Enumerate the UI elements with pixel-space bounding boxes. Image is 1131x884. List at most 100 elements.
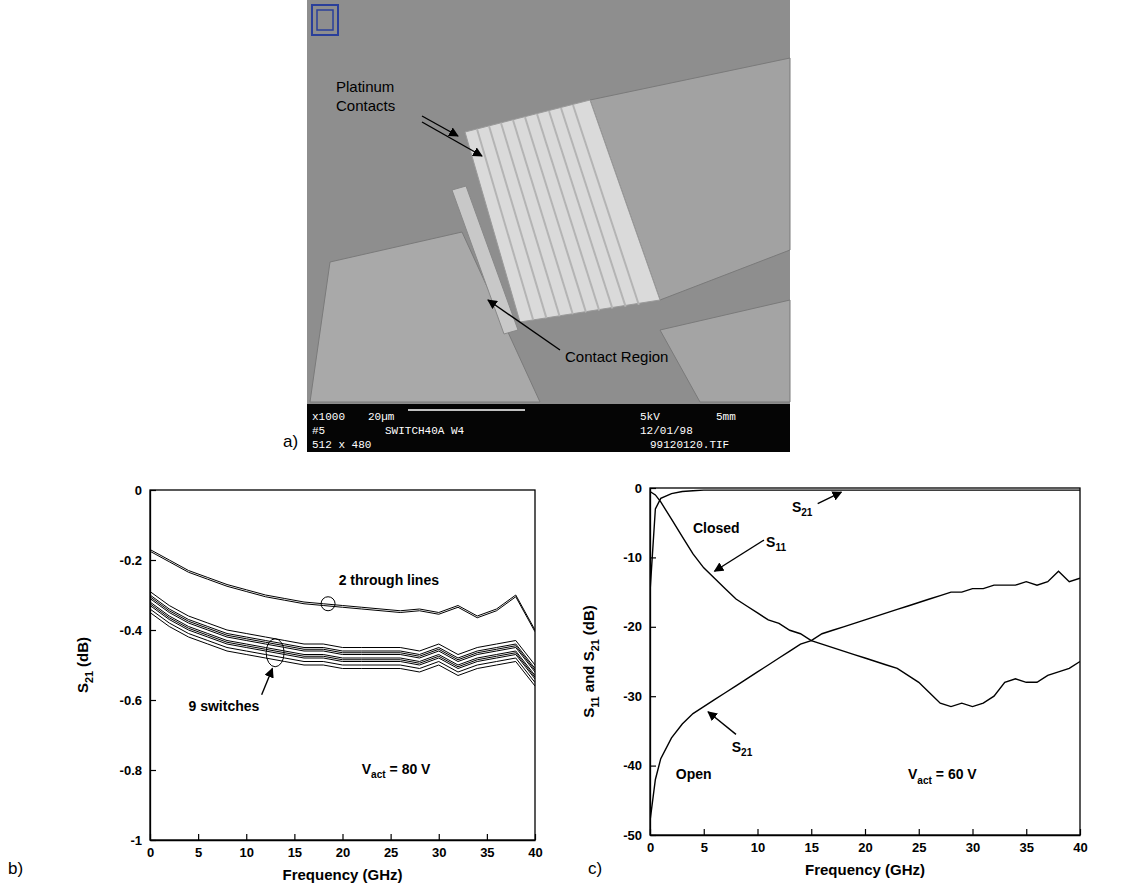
x-axis: 0510152025303540 <box>147 834 543 860</box>
x-tick-label: 35 <box>1020 840 1034 855</box>
annotation: Open <box>676 766 712 782</box>
x-axis-line <box>651 835 1081 836</box>
logo <box>312 5 338 35</box>
x-tick-label: 0 <box>147 845 154 860</box>
beam-ridge <box>513 120 573 314</box>
label-line: Platinum <box>336 78 394 95</box>
x-tick-mark <box>757 829 758 835</box>
y-tick-mark <box>650 835 656 836</box>
arrow <box>715 540 764 571</box>
plot-area <box>150 550 535 687</box>
x-tick-mark <box>704 829 705 835</box>
x-tick-mark <box>342 834 343 840</box>
footer-bar <box>307 404 790 452</box>
y-tick: -1 <box>130 833 156 848</box>
y-axis-title: S11 and S21 (dB) <box>580 605 601 718</box>
y-tick-mark <box>150 490 156 491</box>
arrow <box>488 300 560 350</box>
y-tick-label: -0.4 <box>120 623 143 638</box>
y-tick-mark <box>150 840 156 841</box>
y-tick: -0.4 <box>120 623 156 638</box>
x-tick: 20 <box>858 829 872 855</box>
y-tick-label: -0.2 <box>120 553 142 568</box>
x-tick-label: 25 <box>912 840 926 855</box>
subscript: 21 <box>801 507 813 518</box>
series-line <box>150 613 535 687</box>
x-tick-mark <box>246 834 247 840</box>
footer-text: 12/01/98 <box>640 425 693 437</box>
subscript: act <box>917 775 932 786</box>
x-tick-label: 5 <box>701 840 708 855</box>
series-line <box>150 606 535 680</box>
annotation: 2 through lines <box>339 572 440 588</box>
annotation: S21 <box>732 739 753 758</box>
arrow <box>262 669 273 695</box>
y-tick-mark <box>150 630 156 631</box>
x-tick-label: 40 <box>528 845 542 860</box>
plot-area <box>650 490 1080 821</box>
y-axis-title: S21 (dB) <box>74 637 95 693</box>
x-axis-line <box>151 840 536 841</box>
x-tick-label: 30 <box>432 845 446 860</box>
label: Contact Region <box>565 348 668 365</box>
y-tick-label: -20 <box>623 619 642 634</box>
x-tick-mark <box>439 834 440 840</box>
x-tick: 10 <box>751 829 765 855</box>
y-tick-label: -40 <box>623 758 642 773</box>
chart-panel: 0510152025303540-1-0.8-0.6-0.4-0.202 thr… <box>74 483 543 883</box>
x-tick-mark <box>1080 829 1081 835</box>
text-part: = 60 V <box>932 766 977 782</box>
footer-text: SWITCH40A W4 <box>385 425 465 437</box>
x-tick-mark <box>811 829 812 835</box>
footer-text: 20µm <box>368 411 395 423</box>
y-tick-label: 0 <box>135 483 142 498</box>
y-tick: -10 <box>623 550 656 565</box>
x-tick: 10 <box>240 834 254 860</box>
series-line <box>650 571 1080 821</box>
beam-ridge <box>537 114 599 310</box>
x-tick: 25 <box>912 829 926 855</box>
y-tick-mark <box>150 770 156 771</box>
x-tick: 30 <box>432 834 446 860</box>
y-tick-label: 0 <box>635 481 642 496</box>
figure: PlatinumContactsContact Regionx100020µm5… <box>0 0 1131 884</box>
y-tick: -0.8 <box>120 763 156 778</box>
x-axis-title: Frequency (GHz) <box>805 861 925 878</box>
y-tick-label: -0.6 <box>120 693 142 708</box>
y-tick: -0.2 <box>120 553 156 568</box>
arrow <box>708 712 736 735</box>
x-tick-mark <box>487 834 488 840</box>
text-part: and S <box>580 651 597 696</box>
x-tick-mark <box>919 829 920 835</box>
x-tick-label: 15 <box>805 840 819 855</box>
x-tick-label: 10 <box>240 845 254 860</box>
y-tick: 0 <box>135 483 156 498</box>
footer-text: 99120120.TIF <box>650 439 729 451</box>
x-tick-mark <box>535 834 536 840</box>
x-tick-label: 35 <box>480 845 494 860</box>
x-tick: 40 <box>1073 829 1087 855</box>
annotation: Vact = 80 V <box>362 761 431 780</box>
x-tick-label: 15 <box>288 845 302 860</box>
y-axis: -50-40-30-20-100 <box>623 481 656 843</box>
footer-text: 5mm <box>716 411 736 423</box>
panel-letter: b) <box>8 859 23 878</box>
footer-text: 512 x 480 <box>312 439 371 451</box>
x-tick-label: 5 <box>195 845 202 860</box>
annotation-shapes <box>262 597 335 695</box>
y-tick: -0.6 <box>120 693 156 708</box>
x-tick-label: 20 <box>858 840 872 855</box>
plot-frame <box>150 490 535 840</box>
y-tick-mark <box>150 700 156 701</box>
series-line <box>150 551 535 632</box>
series-line <box>650 491 1080 706</box>
y-axis: -1 -0.8 -0.6 -0.4 -0.2 0 <box>120 483 156 848</box>
beam-ridge <box>561 108 626 307</box>
panel-letter: c) <box>588 859 602 878</box>
x-tick: 20 <box>336 834 350 860</box>
signal-line <box>660 300 790 402</box>
y-tick: -50 <box>623 828 656 843</box>
arrow <box>818 492 842 503</box>
platinum-contact <box>452 186 518 334</box>
y-tick-mark <box>650 488 656 489</box>
